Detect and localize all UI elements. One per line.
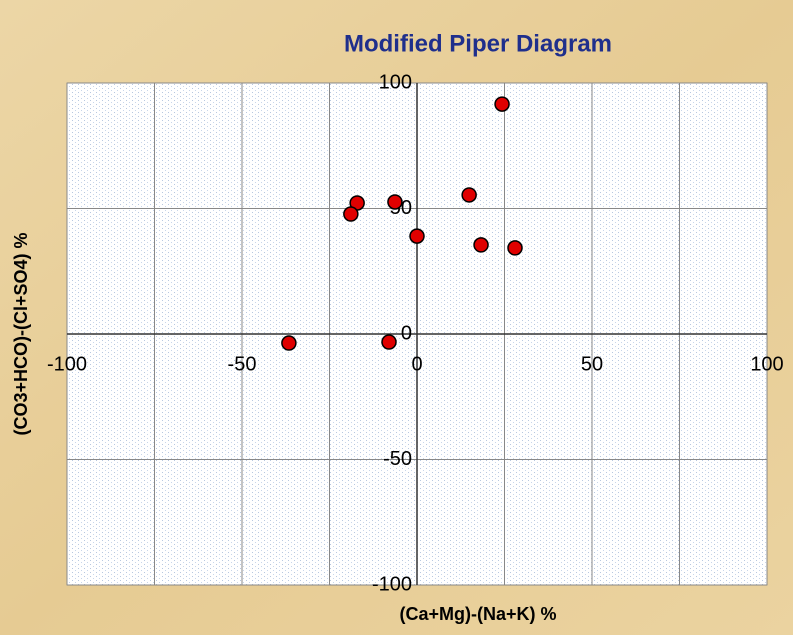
- x-tick-label: 100: [750, 353, 783, 375]
- data-point: [461, 187, 477, 203]
- x-tick-label: -50: [228, 353, 257, 375]
- y-tick-label: -50: [383, 448, 412, 470]
- data-point: [381, 334, 397, 350]
- data-point: [343, 206, 359, 222]
- y-axis-label: (CO3+HCO)-(Cl+SO4) %: [11, 232, 31, 435]
- data-point: [473, 237, 489, 253]
- y-tick-label: 0: [401, 322, 412, 344]
- x-tick-label: 0: [411, 353, 422, 375]
- x-axis-label: (Ca+Mg)-(Na+K) %: [399, 604, 556, 624]
- chart-title: Modified Piper Diagram: [344, 30, 612, 57]
- data-point: [409, 228, 425, 244]
- data-point: [387, 194, 403, 210]
- x-tick-label: 50: [581, 353, 603, 375]
- y-tick-label: -100: [372, 573, 412, 595]
- data-point: [507, 240, 523, 256]
- x-tick-label: -100: [47, 353, 87, 375]
- data-point: [281, 335, 297, 351]
- data-point: [494, 96, 510, 112]
- y-tick-label: 100: [379, 71, 412, 93]
